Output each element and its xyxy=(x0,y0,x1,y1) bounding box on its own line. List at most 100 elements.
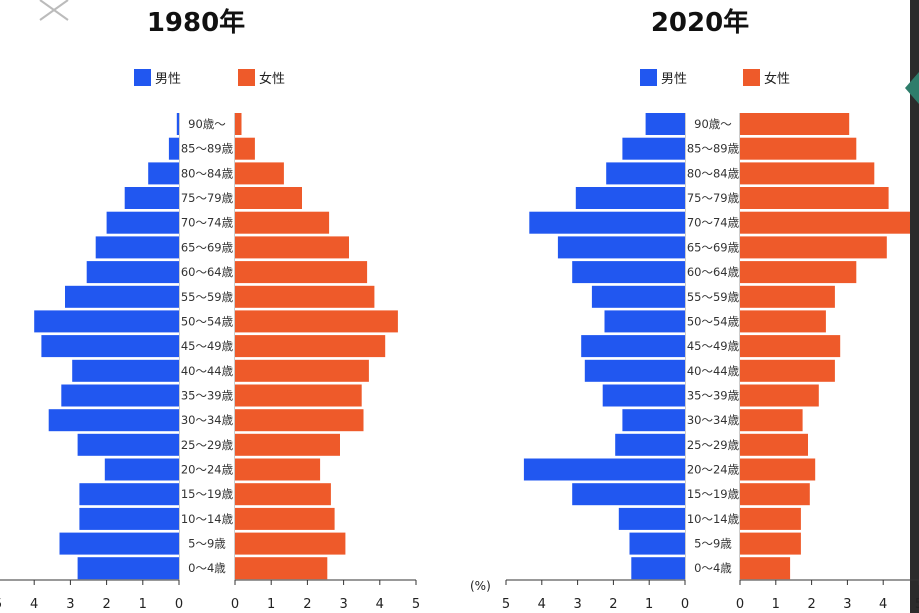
bar-female xyxy=(740,507,801,530)
legend: 男性 女性 xyxy=(640,69,790,87)
bar-female xyxy=(235,162,284,185)
bar-female xyxy=(235,507,335,530)
age-label: 30～34歳 xyxy=(181,413,234,427)
age-label: 35～39歳 xyxy=(687,389,740,403)
tick-label-male: 2 xyxy=(609,597,617,612)
bar-female xyxy=(235,335,386,358)
bar-male xyxy=(148,162,179,185)
tick-label-female: 4 xyxy=(376,597,384,612)
bar-male xyxy=(48,409,180,432)
legend: 男性 女性 xyxy=(134,69,285,87)
legend-swatch-male xyxy=(640,69,657,86)
bar-female xyxy=(740,458,816,481)
axis-unit-label: (%) xyxy=(470,579,491,593)
bar-male xyxy=(572,261,685,284)
age-label: 60～64歳 xyxy=(181,265,234,279)
bar-female xyxy=(235,113,242,135)
bar-male xyxy=(523,458,685,481)
tick-label-male: 4 xyxy=(30,597,38,612)
bar-female xyxy=(740,557,791,580)
bar-male xyxy=(77,433,179,456)
bar-male xyxy=(615,433,685,456)
bar-male xyxy=(77,557,179,580)
chart-title: 1980年 xyxy=(147,7,245,38)
age-label: 15～19歳 xyxy=(687,487,740,501)
pyramid-panel-2020: 2020年 男性 女性 (%) 0～4歳 5～9歳 10～14歳 15～19歳 20～2… xyxy=(470,7,919,612)
age-label: 45～49歳 xyxy=(687,339,740,353)
bar-male xyxy=(645,113,685,135)
legend-label-female: 女性 xyxy=(259,71,285,87)
age-label: 65～69歳 xyxy=(687,240,740,254)
bar-male xyxy=(622,409,685,432)
bar-female xyxy=(740,532,801,555)
tick-label-male: 1 xyxy=(645,597,653,612)
bar-female xyxy=(740,236,887,259)
bar-female xyxy=(740,113,850,135)
tick-label-male: 3 xyxy=(573,597,581,612)
age-label: 45～49歳 xyxy=(181,339,234,353)
age-label: 70～74歳 xyxy=(687,216,740,230)
bar-female xyxy=(235,236,349,259)
bar-female xyxy=(235,483,331,506)
age-label: 5～9歳 xyxy=(188,537,226,551)
bar-male xyxy=(86,261,179,284)
tick-label-female: 1 xyxy=(267,597,275,612)
age-label: 10～14歳 xyxy=(181,512,234,526)
tick-label-female: 0 xyxy=(736,597,744,612)
bar-female xyxy=(740,285,835,308)
age-label: 0～4歳 xyxy=(188,561,226,575)
age-label: 85～89歳 xyxy=(687,142,740,156)
bar-male xyxy=(629,532,685,555)
bar-male xyxy=(529,211,685,234)
bar-female xyxy=(740,359,835,382)
bar-male xyxy=(591,285,685,308)
bar-male xyxy=(59,532,179,555)
age-label: 55～59歳 xyxy=(181,290,234,304)
tick-label-female: 2 xyxy=(807,597,815,612)
age-label: 60～64歳 xyxy=(687,265,740,279)
age-label: 10～14歳 xyxy=(687,512,740,526)
bar-male xyxy=(95,236,179,259)
tick-label-female: 5 xyxy=(915,597,919,612)
bar-female xyxy=(740,433,808,456)
bar-female xyxy=(235,359,369,382)
age-label: 50～54歳 xyxy=(181,314,234,328)
bar-male xyxy=(622,137,685,160)
legend-label-male: 男性 xyxy=(661,72,687,87)
bar-female xyxy=(235,557,328,580)
tick-label-female: 0 xyxy=(231,597,239,612)
bar-male xyxy=(34,310,180,333)
tick-label-male: 4 xyxy=(538,597,546,612)
bar-male xyxy=(557,236,685,259)
age-label: 20～24歳 xyxy=(687,463,740,477)
window-edge xyxy=(910,0,919,613)
legend-swatch-male xyxy=(134,69,151,86)
tick-label-male: 0 xyxy=(175,597,183,612)
age-label: 75～79歳 xyxy=(687,191,740,205)
bar-female xyxy=(740,335,841,358)
bar-male xyxy=(79,507,179,530)
tick-label-male: 5 xyxy=(0,597,2,612)
bar-female xyxy=(235,532,346,555)
bar-female xyxy=(235,187,302,209)
age-label: 80～84歳 xyxy=(181,166,234,180)
bar-male xyxy=(104,458,179,481)
age-label: 90歳～ xyxy=(188,117,226,131)
chart-title: 2020年 xyxy=(651,7,749,38)
bar-female xyxy=(740,187,889,209)
age-label: 35～39歳 xyxy=(181,389,234,403)
bar-male xyxy=(618,507,685,530)
bar-female xyxy=(235,433,340,456)
tick-label-female: 3 xyxy=(339,597,347,612)
tick-label-female: 3 xyxy=(843,597,851,612)
age-label: 25～29歳 xyxy=(687,438,740,452)
side-panel-tab-icon[interactable] xyxy=(905,72,919,104)
legend-swatch-female xyxy=(238,69,255,86)
age-label: 15～19歳 xyxy=(181,487,234,501)
bar-female xyxy=(235,409,364,432)
bar-male xyxy=(176,113,179,135)
close-icon[interactable] xyxy=(36,0,72,22)
bar-female xyxy=(740,409,803,432)
tick-label-male: 0 xyxy=(681,597,689,612)
